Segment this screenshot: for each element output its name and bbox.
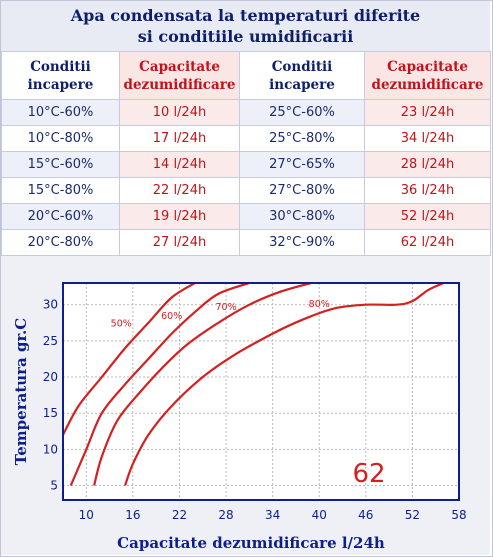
table-title-line-2: si conditiile umidificarii [137, 27, 354, 46]
model-label: 62 [352, 459, 385, 489]
table-cell: 22 l/24h [119, 177, 240, 204]
table-cell: 27°C-65% [239, 151, 365, 178]
table-title: Apa condensata la temperaturi diferite s… [1, 1, 490, 51]
table-row: 10°C-60% 10 l/24h 25°C-60% 23 l/24h [1, 99, 491, 126]
table-cell: 27 l/24h [119, 229, 240, 256]
x-tick-label: 28 [218, 508, 233, 522]
table-cell: 10 l/24h [119, 99, 240, 126]
table-cell: 36 l/24h [364, 177, 491, 204]
dehumidification-chart: 10 16 22 28 34 40 46 52 58 5 10 15 20 25 30 50% 60% 70% 8… [12, 282, 467, 552]
table-cell: 30°C-80% [239, 203, 365, 230]
table-cell: 62 l/24h [364, 229, 491, 256]
table-cell: 25°C-60% [239, 99, 365, 126]
series-line-50pct [63, 283, 196, 436]
x-tick-label: 40 [312, 508, 327, 522]
table-cell: 19 l/24h [119, 203, 240, 230]
table-cell: 27°C-80% [239, 177, 365, 204]
tick-layer: 10 16 22 28 34 40 46 52 58 5 10 15 20 25 30 [43, 298, 467, 522]
y-tick-label: 10 [43, 442, 58, 456]
x-tick-label: 46 [358, 508, 373, 522]
table-cell: 52 l/24h [364, 203, 491, 230]
table-cell: 20°C-60% [1, 203, 120, 230]
table-row: 10°C-80% 17 l/24h 25°C-80% 34 l/24h [1, 125, 491, 152]
y-tick-label: 25 [43, 334, 58, 348]
table-cell: 25°C-80% [239, 125, 365, 152]
x-axis-label: Capacitate dezumidificare l/24h [117, 534, 385, 552]
x-tick-label: 22 [172, 508, 187, 522]
table-row: 20°C-80% 27 l/24h 32°C-90% 62 l/24h [1, 229, 491, 256]
grid-layer [63, 283, 459, 500]
header-capacity-2: Capacitate dezumidificare [364, 51, 491, 100]
table-cell: 10°C-80% [1, 125, 120, 152]
table-cell: 14 l/24h [119, 151, 240, 178]
condensation-table: Conditii incapere Capacitate dezumidificar… [1, 51, 491, 256]
table-row: 15°C-80% 22 l/24h 27°C-80% 36 l/24h [1, 177, 491, 204]
x-tick-label: 10 [79, 508, 94, 522]
y-tick-label: 30 [43, 298, 58, 312]
y-axis-label: Temperatura gr.C [12, 318, 30, 465]
table-cell: 15°C-80% [1, 177, 120, 204]
x-tick-label: 52 [405, 508, 420, 522]
plot-background [63, 283, 459, 500]
table-cell: 23 l/24h [364, 99, 491, 126]
table-cell: 32°C-90% [239, 229, 365, 256]
y-tick-label: 20 [43, 370, 58, 384]
table-row: 15°C-60% 14 l/24h 27°C-65% 28 l/24h [1, 151, 491, 178]
table-cell: 20°C-80% [1, 229, 120, 256]
series-line-60pct [69, 283, 250, 486]
curve-label: 50% [111, 318, 132, 329]
x-tick-label: 58 [451, 508, 466, 522]
table-header-row: Conditii incapere Capacitate dezumidificar… [1, 51, 491, 100]
chart-panel: 10 16 22 28 34 40 46 52 58 5 10 15 20 25 30 50% 60% 70% 8… [1, 256, 490, 555]
table-row: 20°C-60% 19 l/24h 30°C-80% 52 l/24h [1, 203, 491, 230]
table-cell: 17 l/24h [119, 125, 240, 152]
table-title-line-1: Apa condensata la temperaturi diferite [70, 6, 421, 25]
x-tick-label: 34 [265, 508, 280, 522]
curve-label: 70% [215, 302, 236, 313]
series-line-80pct [124, 283, 444, 486]
x-tick-label: 16 [125, 508, 140, 522]
header-conditions-2: Conditii incapere [239, 51, 365, 100]
curve-label: 80% [309, 299, 330, 310]
curve-label-layer: 50% 60% 70% 80% [111, 299, 330, 330]
y-tick-label: 5 [50, 479, 58, 493]
table-cell: 15°C-60% [1, 151, 120, 178]
table-cell: 10°C-60% [1, 99, 120, 126]
header-conditions-1: Conditii incapere [1, 51, 120, 100]
plot-frame [62, 282, 460, 501]
curve-layer [63, 283, 444, 486]
header-capacity-1: Capacitate dezumidificare [119, 51, 240, 100]
series-line-70pct [93, 283, 312, 486]
table-cell: 28 l/24h [364, 151, 491, 178]
y-tick-label: 15 [43, 406, 58, 420]
curve-label: 60% [161, 311, 182, 322]
table-cell: 34 l/24h [364, 125, 491, 152]
